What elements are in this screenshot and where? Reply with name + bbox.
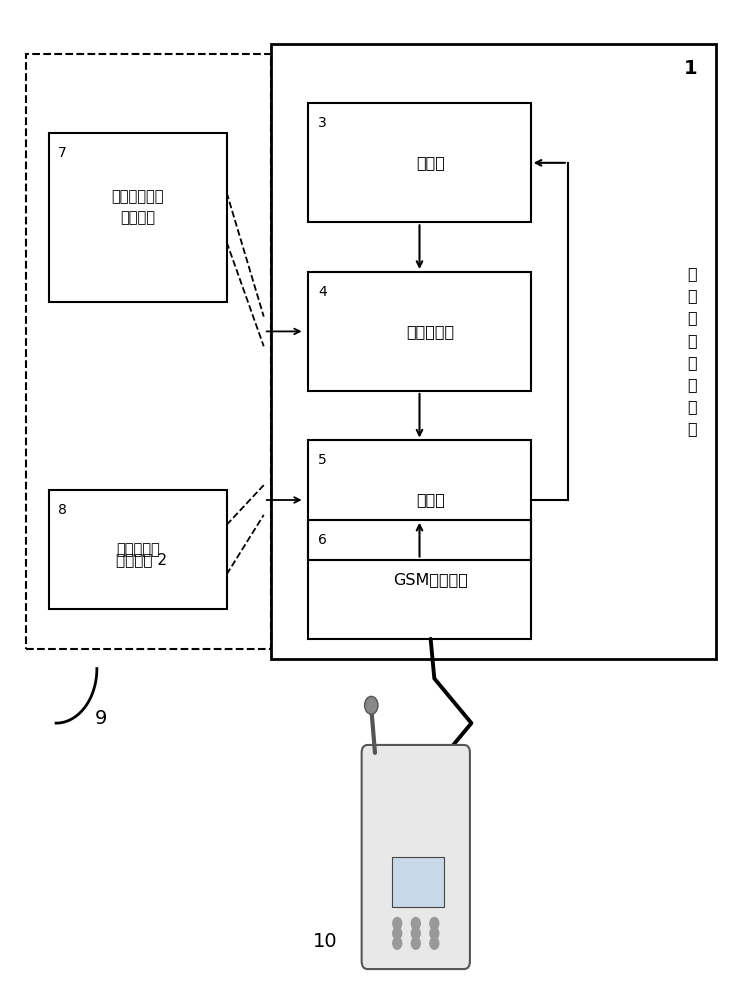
- Circle shape: [411, 937, 420, 949]
- Bar: [392, 857, 444, 907]
- Text: 4: 4: [318, 285, 327, 299]
- Text: 读
数
识
别
发
送
设
备: 读 数 识 别 发 送 设 备: [687, 266, 697, 436]
- Text: 可重复充电式
备用电池: 可重复充电式 备用电池: [112, 189, 164, 225]
- Bar: [26, 54, 272, 649]
- Text: 7: 7: [58, 146, 67, 160]
- Bar: [308, 272, 531, 391]
- Bar: [308, 520, 531, 639]
- Circle shape: [430, 917, 439, 929]
- Bar: [272, 44, 716, 659]
- Text: 3: 3: [318, 116, 327, 130]
- Text: 5: 5: [318, 453, 327, 467]
- Bar: [49, 133, 226, 302]
- Circle shape: [430, 927, 439, 939]
- Circle shape: [411, 917, 420, 929]
- Circle shape: [393, 937, 402, 949]
- Bar: [308, 440, 531, 560]
- Text: 1: 1: [684, 59, 698, 78]
- Circle shape: [393, 927, 402, 939]
- Bar: [49, 490, 226, 609]
- Text: 单片机: 单片机: [416, 492, 445, 508]
- Text: 10: 10: [314, 932, 338, 951]
- Text: 8: 8: [58, 503, 68, 517]
- FancyBboxPatch shape: [362, 745, 470, 969]
- Circle shape: [430, 937, 439, 949]
- Text: GSM通信模块: GSM通信模块: [393, 572, 468, 587]
- Text: 图像识别器: 图像识别器: [406, 324, 454, 339]
- Text: 9: 9: [94, 709, 106, 728]
- Text: 摄像头: 摄像头: [416, 155, 445, 170]
- Bar: [308, 103, 531, 222]
- Text: 电源设备 2: 电源设备 2: [116, 552, 166, 567]
- Text: 直插式电源: 直插式电源: [116, 542, 160, 557]
- Circle shape: [393, 917, 402, 929]
- Circle shape: [411, 927, 420, 939]
- Circle shape: [364, 696, 378, 714]
- Text: 6: 6: [318, 533, 327, 547]
